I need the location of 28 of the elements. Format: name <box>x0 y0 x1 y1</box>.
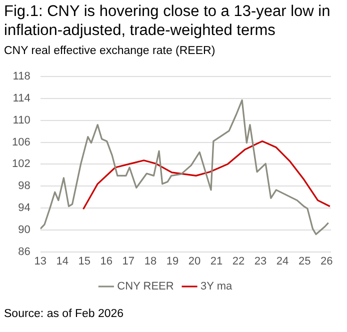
x-tick-label: 20 <box>188 255 201 268</box>
y-tick-label: 106 <box>12 136 30 148</box>
y-tick-label: 110 <box>12 114 30 126</box>
source-note: Source: as of Feb 2026 <box>4 308 124 320</box>
y-tick-label: 86 <box>18 246 30 258</box>
x-tick-label: 19 <box>166 255 179 268</box>
x-tick-label: 23 <box>254 255 267 268</box>
legend-label: 3Y ma <box>200 280 233 293</box>
y-tick-label: 98 <box>18 180 30 192</box>
chart-subtitle: CNY real effective exchange rate (REER) <box>4 45 216 57</box>
chart-title: Fig.1: CNY is hovering close to a 13-year low in inflation-adjusted, trade-weighted terms <box>4 2 332 40</box>
x-tick-label: 25 <box>298 255 311 268</box>
x-tick-label: 18 <box>144 255 157 268</box>
x-tick-label: 17 <box>122 255 135 268</box>
legend-label: CNY REER <box>117 280 174 293</box>
y-tick-label: 90 <box>18 224 30 236</box>
y-tick-label: 102 <box>12 158 30 170</box>
x-tick-label: 22 <box>232 255 245 268</box>
x-tick-label: 13 <box>34 255 46 268</box>
x-tick-label: 21 <box>210 255 223 268</box>
x-tick-label: 24 <box>276 255 289 268</box>
x-tick-label: 14 <box>56 255 68 268</box>
x-tick-label: 26 <box>320 255 333 268</box>
x-tick-label: 15 <box>78 255 91 268</box>
y-tick-label: 94 <box>18 202 30 214</box>
y-tick-label: 118 <box>12 70 30 83</box>
y-tick-label: 114 <box>12 92 30 105</box>
x-tick-label: 16 <box>100 255 113 268</box>
